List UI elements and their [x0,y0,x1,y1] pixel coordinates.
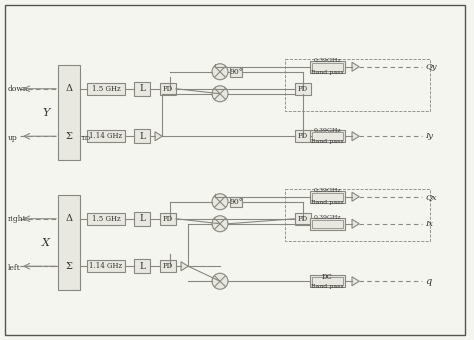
Polygon shape [181,262,188,271]
Bar [312,63,343,71]
Text: Band pass: Band pass [311,70,344,75]
Circle shape [212,216,228,232]
Bar [134,259,150,273]
Bar [230,197,242,207]
Bar [160,213,176,225]
Text: PD: PD [298,132,308,140]
Polygon shape [352,192,359,201]
Bar [310,130,345,142]
Text: PD: PD [298,215,308,223]
Bar [160,83,176,95]
Bar [87,213,125,225]
Bar [295,83,311,95]
Circle shape [212,64,228,80]
Text: PD: PD [298,85,308,93]
Text: Δ: Δ [65,214,73,223]
Bar [160,260,176,272]
Text: up: up [8,134,18,142]
Bar [58,195,80,290]
Text: 90°: 90° [229,68,243,76]
Bar [312,132,343,140]
Bar [295,130,311,142]
Text: Qy: Qy [425,63,437,71]
Text: down: down [8,85,29,93]
Polygon shape [155,132,162,141]
Bar [312,220,343,228]
Polygon shape [352,62,359,71]
Bar [310,275,345,287]
Text: LO: LO [82,136,91,141]
Text: 0,39GHz: 0,39GHz [314,215,341,220]
Bar [312,277,343,285]
Text: 1.5 GHz: 1.5 GHz [91,85,120,93]
Text: 1.5 GHz: 1.5 GHz [91,215,120,223]
Text: Band pass: Band pass [311,200,344,205]
Circle shape [212,273,228,289]
Bar [134,212,150,226]
Text: Band pass: Band pass [311,284,344,289]
Text: L: L [139,214,145,223]
Text: 0,39GHz: 0,39GHz [314,127,341,132]
Bar [310,218,345,230]
Text: PD: PD [163,85,173,93]
Bar [312,193,343,201]
Bar [310,191,345,203]
Bar [58,65,80,160]
Text: Qx: Qx [425,193,437,201]
Text: X: X [42,238,50,248]
Bar [87,260,125,272]
Bar [134,129,150,143]
Text: 90°: 90° [229,198,243,206]
Bar [285,59,430,111]
Text: 1.14 GHz: 1.14 GHz [90,262,123,270]
Text: 0,39GHz: 0,39GHz [314,188,341,193]
Text: Band pass: Band pass [311,139,344,144]
Bar [295,213,311,225]
Text: Δ: Δ [65,84,73,93]
Circle shape [212,86,228,102]
Text: Ix: Ix [425,220,433,228]
Text: 1.14 GHz: 1.14 GHz [90,132,123,140]
Text: PD: PD [163,215,173,223]
Text: right: right [8,215,27,223]
Text: L: L [139,262,145,271]
Text: L: L [139,84,145,93]
Polygon shape [352,132,359,141]
Text: Iy: Iy [425,132,433,140]
Bar [310,61,345,73]
Circle shape [212,194,228,210]
Bar [285,189,430,241]
Text: L: L [139,132,145,141]
Text: DC: DC [322,273,333,281]
Text: q: q [425,277,431,286]
Text: 0,39GHz: 0,39GHz [314,58,341,63]
Text: Σ: Σ [65,262,73,271]
Bar [87,130,125,142]
Text: Y: Y [42,107,50,118]
Bar [230,67,242,77]
Text: PD: PD [163,262,173,270]
Polygon shape [352,277,359,286]
Bar [134,82,150,96]
Bar [87,83,125,95]
Text: Σ: Σ [65,132,73,141]
Polygon shape [352,219,359,228]
Text: left: left [8,264,21,272]
